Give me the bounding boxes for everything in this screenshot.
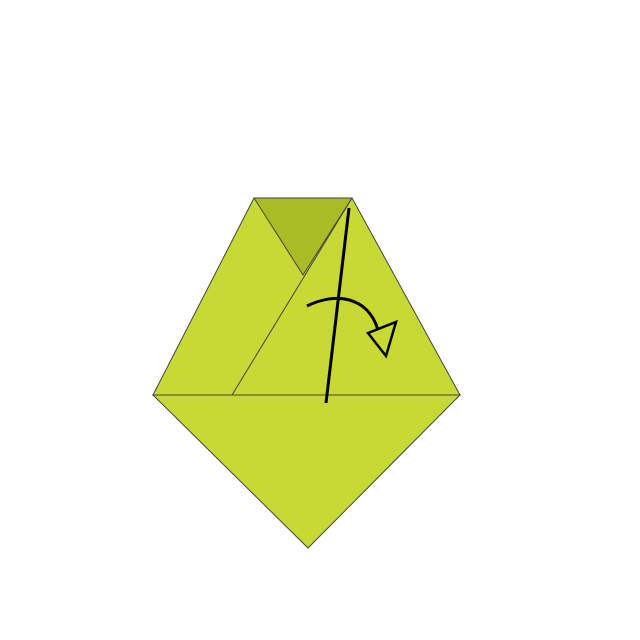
fold-edge (231, 197, 353, 396)
arrow-head (365, 319, 398, 359)
arrow-curve (306, 297, 380, 331)
fold-line (324, 207, 351, 404)
top-flap (253, 197, 353, 276)
